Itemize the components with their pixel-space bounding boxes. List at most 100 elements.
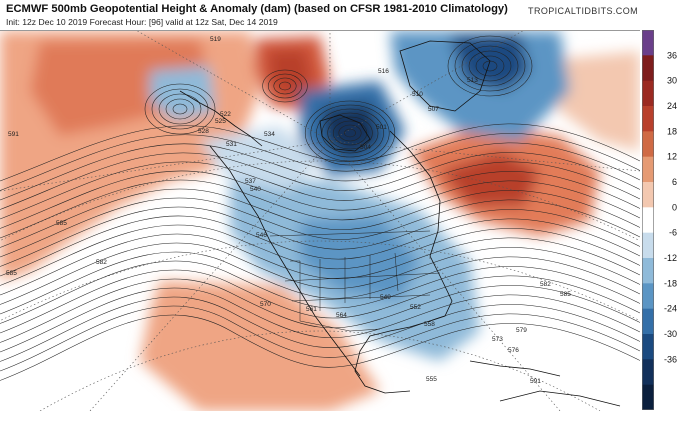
coast-caribbean: [469, 360, 561, 377]
colorbar-tick-label: -18: [664, 278, 677, 288]
colorbar-swatch: [642, 384, 654, 411]
contour-label: 582: [540, 281, 551, 288]
coast-hudson: [319, 114, 371, 152]
height-contour: [0, 188, 640, 248]
closed-contour: [447, 35, 533, 97]
coast-greenland: [399, 40, 491, 112]
anomaly-positive-south: [140, 281, 380, 411]
closed-contour: [327, 116, 373, 150]
height-contour: [0, 179, 640, 239]
height-contour: [0, 215, 640, 277]
height-contour: [0, 161, 640, 220]
contour-label: 558: [424, 321, 435, 328]
height-contour: [0, 152, 640, 210]
contour-label: 573: [492, 336, 503, 343]
header: ECMWF 500mb Geopotential Height & Anomal…: [0, 0, 680, 30]
colorbar-swatch: [642, 207, 654, 234]
colorbar-swatch: [642, 182, 654, 208]
contour-label: 522: [220, 111, 231, 118]
closed-contour: [267, 73, 303, 99]
contour-label: 537: [245, 178, 256, 185]
height-contour: [0, 251, 640, 315]
contour-label: 555: [426, 376, 437, 383]
anomaly-negative-canada: [200, 126, 320, 191]
height-contour: [0, 170, 640, 229]
colorbar-tick-label: 6: [672, 177, 677, 187]
colorbar: 36 30 24 18 12 6 0 -6 -12 -18 -24 -30 -36: [642, 30, 680, 411]
contour-label: 585: [6, 270, 17, 277]
height-contour: [0, 197, 640, 258]
contour-label: 585: [560, 291, 571, 298]
closed-contour: [454, 40, 526, 92]
colorbar-tick-label: 30: [667, 76, 677, 86]
contour-label: 582: [96, 259, 107, 266]
contour-label: 591: [8, 131, 19, 138]
colorbar-swatch: [642, 232, 654, 259]
height-contour: [0, 233, 640, 296]
colorbar-tick-label: 24: [667, 101, 677, 111]
contour-label: 585: [56, 220, 67, 227]
anomaly-positive-alaska-core: [268, 49, 312, 101]
lat-lon-grid: [0, 31, 640, 411]
height-contour: [0, 305, 640, 372]
closed-contour: [338, 124, 362, 142]
coast-east: [389, 130, 453, 322]
closed-contour: [304, 100, 396, 166]
contour-label: 525: [215, 118, 226, 125]
anomaly-shading: [0, 31, 640, 411]
contour-label: 552: [410, 304, 421, 311]
height-contour: [0, 269, 640, 334]
map-title: ECMWF 500mb Geopotential Height & Anomal…: [6, 3, 508, 15]
contour-label: 561: [306, 306, 317, 313]
closed-contour: [310, 104, 390, 162]
state-borders: [269, 230, 441, 332]
closed-contour: [262, 69, 308, 103]
colorbar-tick-label: -30: [664, 329, 677, 339]
height-contours: [0, 35, 640, 381]
closed-contour: [316, 108, 384, 158]
colorbar-swatch: [642, 55, 654, 82]
height-contour: [0, 278, 640, 343]
contour-label: 516: [378, 68, 389, 75]
colorbar-swatch: [642, 283, 654, 310]
colorbar-swatch: [642, 359, 654, 386]
contour-label: 528: [198, 128, 209, 135]
colorbar-swatch: [642, 80, 654, 107]
height-contour: [0, 133, 640, 191]
colorbar-swatch: [642, 308, 654, 335]
height-contour: [0, 296, 640, 362]
colorbar-tick-label: -36: [664, 354, 677, 364]
colorbar-tick-label: 36: [667, 50, 677, 60]
colorbar-tick-label: -12: [664, 253, 677, 263]
closed-contour: [475, 55, 505, 77]
forecast-map: 519 522 525 528 531 534 537 540 546 591 585 582 579 5…: [0, 30, 640, 411]
colorbar-tick-label: -6: [669, 228, 677, 238]
closed-contour: [468, 50, 512, 82]
contour-label: 504: [360, 144, 371, 151]
contour-label: 507: [428, 106, 439, 113]
coast-alaska: [179, 90, 263, 147]
anomaly-negative-greenland-core: [450, 34, 530, 91]
contour-label: 591: [530, 378, 541, 385]
colorbar-tick-label: 12: [667, 152, 677, 162]
contour-label: 564: [336, 312, 347, 319]
map-subtitle: Init: 12z Dec 10 2019 Forecast Hour: [96…: [6, 17, 278, 27]
closed-contour: [279, 81, 291, 91]
coast-gulf: [354, 320, 431, 394]
contour-label: 513: [467, 77, 478, 84]
height-contour: [0, 224, 640, 286]
height-contour: [0, 142, 640, 201]
closed-contour: [151, 88, 209, 130]
brand-watermark: TROPICALTIDBITS.COM: [528, 6, 638, 16]
colorbar-swatch: [642, 30, 654, 56]
coastlines: [179, 40, 621, 407]
closed-contour: [165, 98, 195, 120]
closed-contour: [461, 45, 519, 87]
colorbar-swatch: [642, 258, 654, 284]
colorbar-swatch: [642, 156, 654, 183]
closed-contour: [273, 77, 297, 95]
contour-label: 579: [516, 327, 527, 334]
colorbar-swatch: [642, 131, 654, 158]
coast-south-america: [499, 390, 621, 407]
